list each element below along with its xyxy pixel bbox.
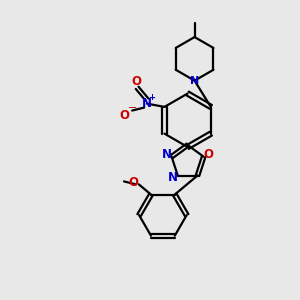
Text: O: O: [119, 109, 129, 122]
Text: O: O: [128, 176, 138, 189]
Text: N: N: [142, 97, 152, 110]
Text: +: +: [148, 93, 155, 102]
Text: N: N: [162, 148, 172, 161]
Text: O: O: [204, 148, 214, 161]
Text: N: N: [190, 76, 199, 85]
Text: O: O: [131, 75, 141, 88]
Text: N: N: [168, 171, 178, 184]
Text: −: −: [128, 103, 137, 112]
